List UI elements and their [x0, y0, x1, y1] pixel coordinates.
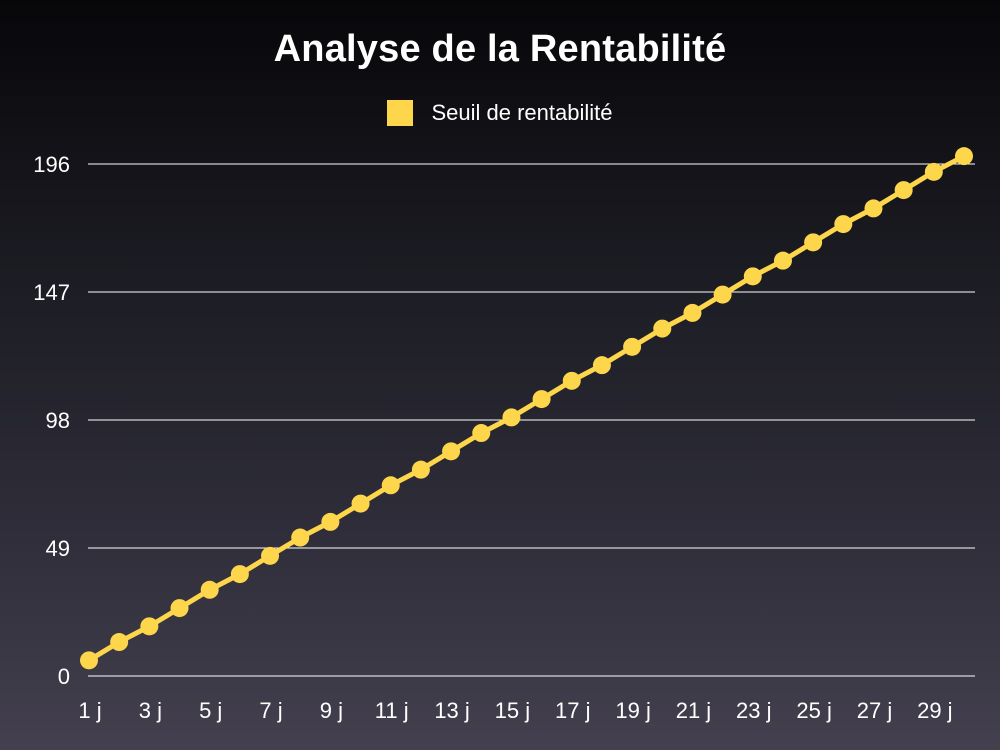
y-tick-label: 49 [46, 536, 70, 561]
data-point [261, 546, 280, 565]
data-point [623, 337, 642, 356]
x-tick-label: 9 j [320, 698, 343, 723]
data-point [804, 233, 823, 252]
data-point [472, 424, 491, 443]
data-point [200, 580, 219, 599]
data-point [864, 199, 883, 218]
data-point [321, 512, 340, 531]
data-point [110, 633, 129, 652]
data-point [351, 494, 370, 513]
x-tick-label: 7 j [259, 698, 282, 723]
x-tick-label: 29 j [917, 698, 952, 723]
x-tick-label: 25 j [796, 698, 831, 723]
data-point [683, 303, 702, 322]
x-tick-label: 3 j [139, 698, 162, 723]
x-tick-label: 19 j [615, 698, 650, 723]
y-tick-label: 196 [33, 152, 70, 177]
data-point [291, 528, 310, 547]
data-point [442, 442, 461, 461]
x-tick-label: 13 j [434, 698, 469, 723]
data-point [532, 390, 551, 409]
data-point [170, 599, 189, 618]
data-point [411, 460, 430, 479]
data-point [653, 319, 672, 338]
data-point [924, 162, 943, 181]
data-point [140, 617, 159, 636]
x-tick-label: 1 j [78, 698, 101, 723]
series-line [86, 153, 967, 663]
data-point [381, 476, 400, 495]
data-point [834, 215, 853, 234]
data-point [230, 565, 249, 584]
legend: Seuil de rentabilité [0, 100, 1000, 126]
data-point [80, 651, 98, 670]
data-point [592, 356, 611, 375]
data-point [502, 408, 521, 427]
x-tick-label: 15 j [495, 698, 530, 723]
data-point [894, 181, 913, 200]
legend-swatch [387, 100, 414, 126]
data-point [955, 147, 973, 166]
x-tick-label: 5 j [199, 698, 222, 723]
y-tick-label: 147 [33, 280, 70, 305]
x-tick-label: 27 j [857, 698, 892, 723]
data-point [713, 285, 732, 304]
data-point [562, 371, 581, 390]
x-tick-label: 23 j [736, 698, 771, 723]
x-tick-label: 17 j [555, 698, 590, 723]
data-point [743, 267, 762, 286]
data-point [773, 251, 792, 270]
x-tick-label: 21 j [676, 698, 711, 723]
legend-label: Seuil de rentabilité [431, 100, 613, 125]
x-tick-label: 11 j [375, 698, 409, 723]
y-tick-label: 98 [46, 408, 70, 433]
y-tick-label: 0 [58, 664, 70, 689]
chart-title: Analyse de la Rentabilité [273, 28, 727, 70]
